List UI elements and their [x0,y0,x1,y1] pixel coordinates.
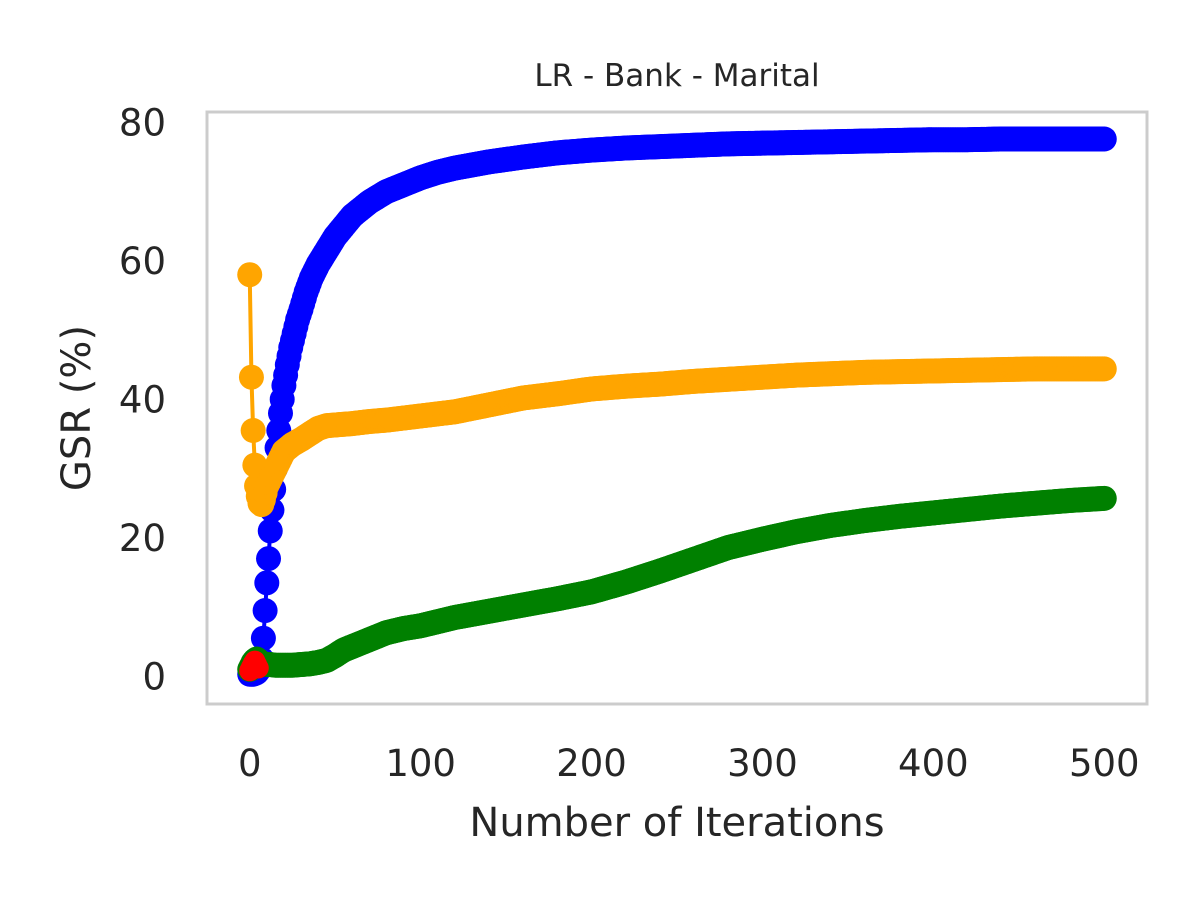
y-tick-labels: 0 20 40 60 80 [119,101,166,698]
x-tick-label: 300 [727,742,798,785]
data-point [247,657,269,679]
x-tick-label: 400 [898,742,969,785]
data-point [240,418,266,444]
data-point [256,546,282,572]
data-point [1091,485,1117,511]
x-tick-label: 200 [556,742,627,785]
series-1 [237,126,1117,687]
data-point [257,518,283,544]
series-3 [237,485,1117,682]
y-axis-label: GSR (%) [54,325,100,491]
y-tick-label: 40 [119,378,166,421]
x-tick-labels: 0 100 200 300 400 500 [238,742,1140,785]
x-tick-label: 100 [385,742,456,785]
data-point [250,625,276,651]
series-2 [237,262,1117,518]
data-point [254,570,280,596]
y-tick-label: 60 [119,240,166,283]
data-point [1091,126,1117,152]
x-tick-label: 0 [238,742,262,785]
data-point [1091,356,1117,382]
plot-frame [205,110,1149,706]
data-point [238,364,264,390]
data-point [252,598,278,624]
x-tick-label: 500 [1069,742,1140,785]
x-axis-label: Number of Iterations [469,800,884,846]
series-4 [239,650,269,682]
chart-title: LR - Bank - Marital [534,58,819,94]
series-layer [237,126,1117,687]
y-tick-label: 80 [119,101,166,144]
y-tick-label: 0 [142,655,166,698]
data-point [237,262,263,288]
y-tick-label: 20 [119,517,166,560]
